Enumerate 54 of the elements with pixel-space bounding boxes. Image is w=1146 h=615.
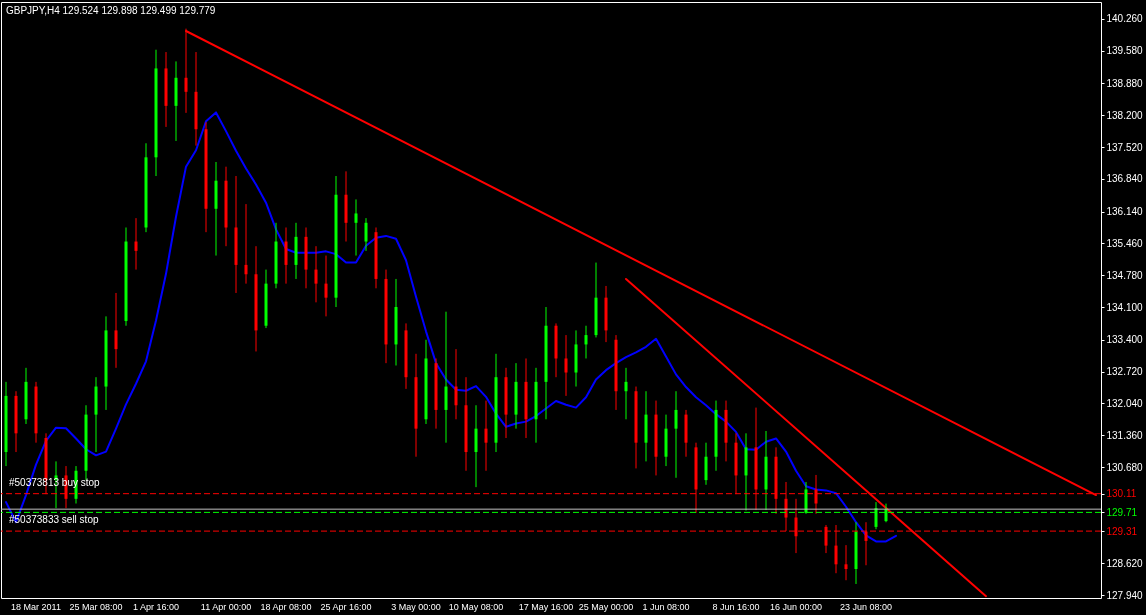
- candlestick: [844, 544, 848, 581]
- y-tick-label: 138.880: [1106, 77, 1144, 89]
- x-tick-label: 18 Mar 2011: [11, 601, 61, 612]
- x-tick-label: 23 Jun 08:00: [839, 601, 893, 612]
- y-tick-label: 136.840: [1106, 173, 1144, 185]
- y-tick-label: 132.040: [1106, 397, 1144, 409]
- x-tick-label: 25 Apr 16:00: [320, 601, 372, 612]
- y-tick-label: 130.680: [1106, 461, 1144, 473]
- y-tick-label: 128.620: [1106, 557, 1144, 569]
- candlestick: [324, 255, 328, 317]
- y-tick-label: 129.31: [1106, 525, 1138, 537]
- candlestick: [474, 404, 478, 488]
- y-tick-label: 137.520: [1106, 141, 1144, 153]
- candlestick: [674, 390, 678, 479]
- candlestick: [704, 442, 708, 486]
- y-tick-label: 139.580: [1106, 45, 1144, 57]
- candlestick: [354, 198, 358, 257]
- x-tick-label: 25 Mar 08:00: [69, 601, 123, 612]
- y-tick-label: 134.100: [1106, 301, 1144, 313]
- y-tick-label: 138.200: [1106, 109, 1144, 121]
- y-tick-label: 136.140: [1106, 206, 1144, 218]
- candlestick: [584, 325, 588, 359]
- line-series: [5, 111, 897, 543]
- candlestick: [454, 348, 458, 420]
- candlestick: [484, 400, 488, 472]
- y-tick-label: 134.780: [1106, 269, 1144, 281]
- x-tick-label: 10 May 08:00: [448, 601, 504, 612]
- y-tick-label: 133.400: [1106, 334, 1144, 346]
- y-tick-label: 130.11: [1106, 488, 1137, 500]
- candlestick: [444, 311, 448, 444]
- candlestick: [364, 217, 368, 252]
- candlestick: [284, 226, 288, 285]
- candlestick: [314, 245, 318, 303]
- candlestick: [134, 217, 138, 271]
- candlestick: [244, 203, 248, 285]
- x-tick-label: 3 May 00:00: [391, 601, 441, 612]
- candlestick: [564, 334, 568, 397]
- candlestick: [624, 367, 628, 420]
- x-tick-label: 17 May 16:00: [518, 601, 574, 612]
- x-tick-label: 25 May 00:00: [578, 601, 634, 612]
- y-tick-label: 132.720: [1106, 366, 1144, 378]
- y-tick-label: 131.360: [1106, 429, 1144, 441]
- y-tick-label: 127.940: [1106, 589, 1144, 601]
- x-tick-label: 11 Apr 00:00: [200, 601, 252, 612]
- x-tick-label: 18 Apr 08:00: [260, 601, 312, 612]
- x-tick-label: 1 Jun 08:00: [642, 601, 690, 612]
- x-tick-label: 8 Jun 16:00: [712, 601, 760, 612]
- y-tick-label: 135.460: [1106, 237, 1144, 249]
- x-tick-label: 1 Apr 16:00: [132, 601, 180, 612]
- y-tick-label: 129.71: [1106, 506, 1138, 518]
- y-tick-label: 140.260: [1106, 13, 1144, 25]
- chart-title: GBPJPY,H4 129.524 129.898 129.499 129.779: [6, 5, 216, 16]
- candlestick: [114, 292, 118, 369]
- x-tick-label: 16 Jun 00:00: [769, 601, 823, 612]
